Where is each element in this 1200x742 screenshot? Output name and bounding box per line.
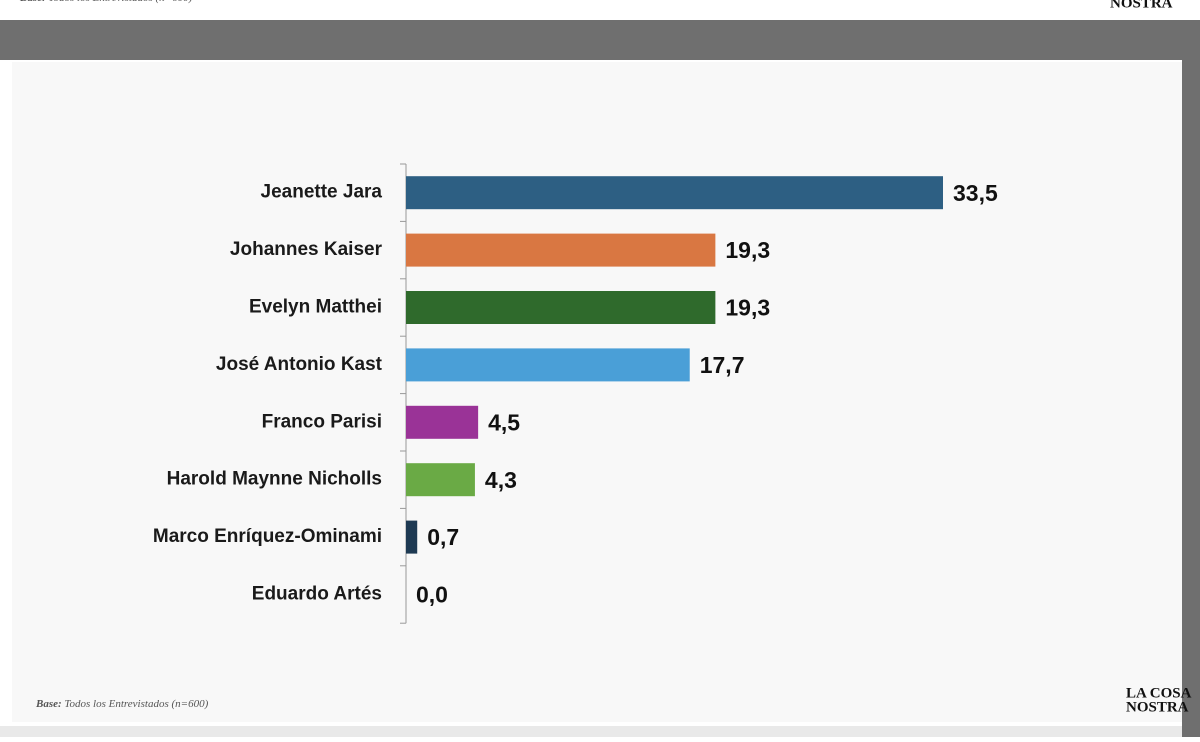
prev-footnote-text: Todos los Entrevistados (n=600) — [48, 0, 192, 4]
prev-slide — [0, 0, 1200, 20]
category-label: Evelyn Matthei — [249, 297, 382, 318]
separator — [0, 20, 1200, 60]
value-label: 19,3 — [725, 295, 770, 321]
prev-footnote-label: Base: — [19, 0, 46, 4]
value-label: 19,3 — [725, 237, 770, 263]
prev-footnote: Base: Todos los Entrevistados (n=600) — [19, 0, 193, 4]
bar — [406, 348, 690, 382]
category-label: Jeanette Jara — [261, 182, 383, 203]
footnote-text: Todos los Entrevistados (n=600) — [64, 698, 208, 710]
prev-logo: NOSTRA — [1110, 0, 1173, 11]
value-label: 4,3 — [485, 467, 517, 493]
bar — [406, 463, 475, 497]
value-label: 17,7 — [700, 352, 745, 378]
right-edge — [1182, 20, 1200, 737]
bar — [406, 291, 716, 324]
category-label: Marco Enríquez-Ominami — [153, 526, 382, 547]
category-label: Eduardo Artés — [252, 584, 382, 605]
category-label: Johannes Kaiser — [230, 239, 383, 260]
value-label: 33,5 — [953, 180, 998, 206]
category-label: Harold Maynne Nicholls — [167, 469, 382, 490]
slide — [12, 62, 1182, 722]
category-label: José Antonio Kast — [216, 354, 383, 375]
logo-line-1: LA COSA — [1126, 685, 1192, 701]
bar — [406, 233, 716, 267]
footnote-label: Base: — [35, 698, 62, 710]
bottom-edge — [0, 726, 1182, 737]
logo-line-2: NOSTRA — [1126, 699, 1189, 715]
category-label: Franco Parisi — [262, 411, 382, 432]
footnote: Base: Todos los Entrevistados (n=600) — [35, 698, 209, 710]
value-label: 0,0 — [416, 582, 448, 608]
bar — [406, 176, 943, 210]
value-label: 4,5 — [488, 409, 520, 435]
value-label: 0,7 — [427, 524, 459, 550]
bar — [406, 405, 479, 439]
bar — [406, 520, 418, 554]
